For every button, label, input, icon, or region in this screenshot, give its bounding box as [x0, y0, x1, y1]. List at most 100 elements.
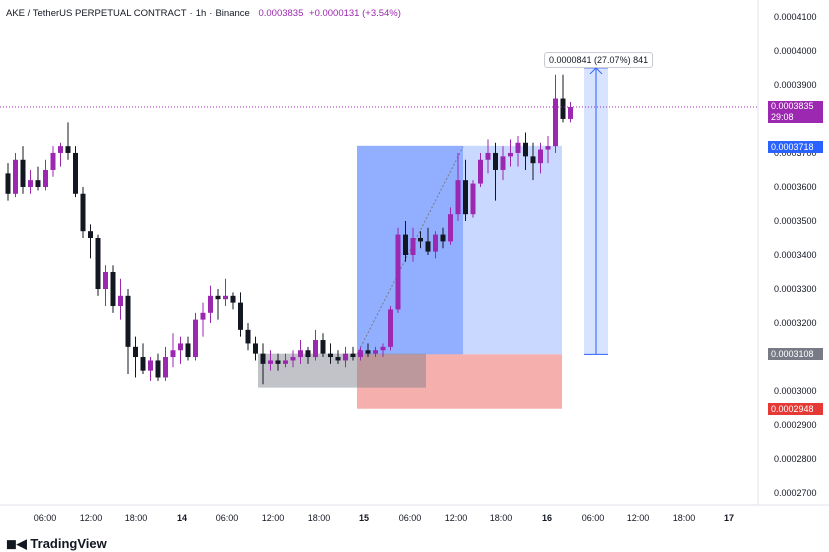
- candle-body: [20, 159, 26, 187]
- candle-body: [215, 295, 221, 300]
- time-day-label: 14: [177, 513, 187, 523]
- candle: [178, 336, 183, 364]
- countdown-label: 29:08: [771, 112, 794, 123]
- candle: [433, 231, 438, 259]
- candle: [283, 353, 288, 368]
- candle-body: [328, 353, 333, 358]
- candle: [155, 353, 161, 381]
- candle-body: [50, 152, 56, 170]
- time-tick-label: 06:00: [399, 513, 422, 523]
- candle-body: [5, 173, 11, 194]
- candle-body: [58, 146, 63, 153]
- time-day-label: 17: [724, 513, 734, 523]
- candle-body: [148, 360, 153, 371]
- candle: [88, 224, 93, 259]
- candle: [440, 227, 446, 249]
- candle-body: [350, 353, 356, 358]
- price-tick-label: 0.0003200: [774, 318, 817, 328]
- interval-label[interactable]: 1h: [195, 8, 207, 19]
- candle: [238, 292, 243, 337]
- candle-body: [388, 309, 393, 347]
- time-tick-label: 18:00: [673, 513, 696, 523]
- candle: [245, 323, 251, 351]
- candle-body: [305, 350, 311, 358]
- candle-body: [178, 343, 183, 351]
- candle-body: [410, 237, 416, 255]
- time-tick-label: 18:00: [308, 513, 331, 523]
- candle: [410, 227, 416, 262]
- time-axis[interactable]: 06:00 12:00 18:00 14 06:00 12:00 18:00 15 06:00 1…: [34, 513, 734, 523]
- candle-body: [275, 360, 281, 364]
- candle: [95, 234, 101, 296]
- candle-body: [208, 295, 213, 313]
- candle-body: [223, 295, 228, 300]
- symbol-name[interactable]: AKE / TetherUS PERPETUAL CONTRACT: [6, 8, 187, 19]
- candle: [13, 152, 18, 198]
- candle: [125, 289, 131, 375]
- candle-body: [133, 346, 138, 358]
- candle: [185, 336, 191, 361]
- candle: [350, 346, 356, 361]
- price-tick-label: 0.0004100: [774, 12, 817, 22]
- stop-loss-zone: [357, 354, 562, 409]
- candle: [170, 333, 176, 368]
- candle: [58, 142, 63, 167]
- candle-body: [313, 340, 318, 358]
- candle: [268, 350, 273, 371]
- price-axis[interactable]: 0.00041000.00040000.00039000.00038000.00…: [774, 12, 817, 498]
- candle-body: [440, 234, 446, 242]
- candle-body: [95, 237, 101, 290]
- candle: [110, 265, 116, 313]
- candle-body: [523, 142, 528, 157]
- candle: [208, 285, 213, 324]
- candle-body: [515, 142, 521, 153]
- price-tick-label: 0.0002700: [774, 488, 817, 498]
- price-tick-label: 0.0003700: [774, 148, 817, 158]
- price-tick-label: 0.0003400: [774, 250, 817, 260]
- candle-body: [560, 98, 566, 119]
- candle: [5, 163, 11, 201]
- take-profit-badge: 0.0003718: [768, 140, 823, 153]
- candle-body: [260, 353, 266, 364]
- candle: [380, 343, 386, 358]
- candle-body: [283, 360, 288, 364]
- position-zones: [258, 145, 562, 409]
- candle-body: [395, 234, 401, 310]
- last-price-badge-value: 0.0003835: [771, 101, 814, 112]
- trend-dashed-line: [356, 146, 464, 355]
- candle-body: [43, 169, 48, 187]
- candle-body: [463, 180, 468, 215]
- price-change-header: +0.0000131 (+3.54%): [309, 8, 401, 19]
- candle: [118, 278, 123, 320]
- candle-body: [508, 152, 513, 157]
- candle-body: [193, 319, 198, 358]
- candle: [223, 278, 228, 307]
- time-tick-label: 06:00: [216, 513, 239, 523]
- candle: [298, 340, 303, 364]
- measure-label: 0.0000841 (27.07%) 841: [544, 52, 654, 68]
- candle: [103, 265, 108, 307]
- candle-body: [88, 231, 93, 238]
- candle-body: [530, 156, 536, 164]
- candle-body: [73, 152, 78, 194]
- candle-body: [125, 295, 131, 347]
- candle-body: [230, 295, 236, 303]
- tradingview-logo[interactable]: ◼◀ TradingView: [6, 536, 107, 552]
- candle: [215, 289, 221, 320]
- candle: [200, 302, 206, 337]
- candle-body: [448, 214, 453, 242]
- candle-body: [28, 180, 33, 187]
- candle: [500, 146, 506, 181]
- candle-body: [418, 237, 423, 242]
- candle: [545, 135, 551, 164]
- candle: [358, 346, 363, 361]
- candle-body: [470, 183, 476, 215]
- time-tick-label: 18:00: [490, 513, 513, 523]
- candle-body: [485, 152, 491, 160]
- time-day-label: 15: [359, 513, 369, 523]
- candle: [313, 329, 318, 361]
- candle-body: [478, 159, 483, 184]
- candle: [470, 180, 476, 218]
- candle: [140, 343, 146, 375]
